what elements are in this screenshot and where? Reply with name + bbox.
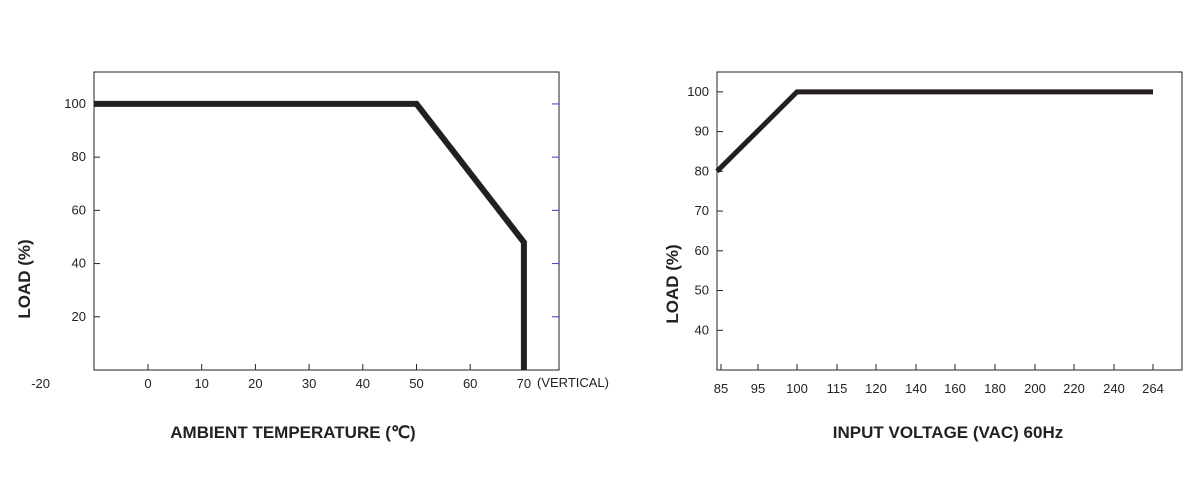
y-axis-ticks: 20 40 60 80 100 — [64, 96, 100, 324]
y-axis-title: LOAD (%) — [663, 244, 682, 323]
x-axis-ticks: 85 95 100 115 120 140 160 180 200 220 240 264 — [714, 364, 1164, 396]
y-tick-label: 90 — [695, 124, 709, 139]
x-axis-ticks: -20 0 10 20 30 40 50 60 70 — [31, 364, 531, 391]
x-tick-label: 220 — [1063, 381, 1085, 396]
y-tick-label: 100 — [64, 96, 86, 111]
y-tick-label: 80 — [72, 149, 86, 164]
y-tick-label: 100 — [687, 84, 709, 99]
x-tick-label: 100 — [786, 381, 808, 396]
x-tick-label: 180 — [984, 381, 1006, 396]
x-tick-label: 95 — [751, 381, 765, 396]
series-line — [715, 89, 1153, 174]
x-tick-label: 50 — [409, 376, 423, 391]
x-tick-label: 120 — [865, 381, 887, 396]
y-tick-label: 40 — [695, 322, 709, 337]
x-tick-label: 0 — [144, 376, 151, 391]
x-tick-label: 200 — [1024, 381, 1046, 396]
x-axis-title: AMBIENT TEMPERATURE (℃) — [170, 423, 415, 442]
right-axis-ticks — [552, 103, 559, 318]
y-axis-ticks: 40 50 60 70 80 90 100 — [687, 84, 723, 337]
input-voltage-derating-chart: 40 50 60 70 80 90 100 85 95 100 115 120 140 160 180 20… — [663, 71, 1183, 442]
y-tick-label: 60 — [695, 243, 709, 258]
x-tick-label: 10 — [194, 376, 208, 391]
y-tick-label: 70 — [695, 203, 709, 218]
y-tick-label: 50 — [695, 283, 709, 298]
x-tick-label: 115 — [827, 381, 848, 396]
x-axis-suffix: (VERTICAL) — [537, 375, 609, 390]
x-tick-label: 240 — [1103, 381, 1125, 396]
plot-frame — [716, 71, 1183, 371]
x-axis-title: INPUT VOLTAGE (VAC) 60Hz — [833, 423, 1063, 442]
y-tick-label: 60 — [72, 202, 86, 217]
x-tick-label: 85 — [714, 381, 728, 396]
y-tick-label: 40 — [72, 256, 86, 271]
x-tick-label: 40 — [356, 376, 370, 391]
y-axis-title: LOAD (%) — [15, 239, 34, 318]
x-tick-label: 264 — [1142, 381, 1164, 396]
x-tick-label: 30 — [302, 376, 316, 391]
x-tick-label: 140 — [905, 381, 927, 396]
x-tick-label: 70 — [517, 376, 531, 391]
x-tick-label: 20 — [248, 376, 262, 391]
x-tick-label: -20 — [31, 376, 50, 391]
y-tick-label: 80 — [695, 163, 709, 178]
y-tick-label: 20 — [72, 309, 86, 324]
x-tick-label: 60 — [463, 376, 477, 391]
x-tick-label: 160 — [944, 381, 966, 396]
plot-frame — [93, 71, 560, 371]
series-line — [94, 100, 527, 370]
temperature-derating-chart: 20 40 60 80 100 -20 0 10 20 30 40 50 60 70 (VERTICAL… — [15, 71, 609, 442]
